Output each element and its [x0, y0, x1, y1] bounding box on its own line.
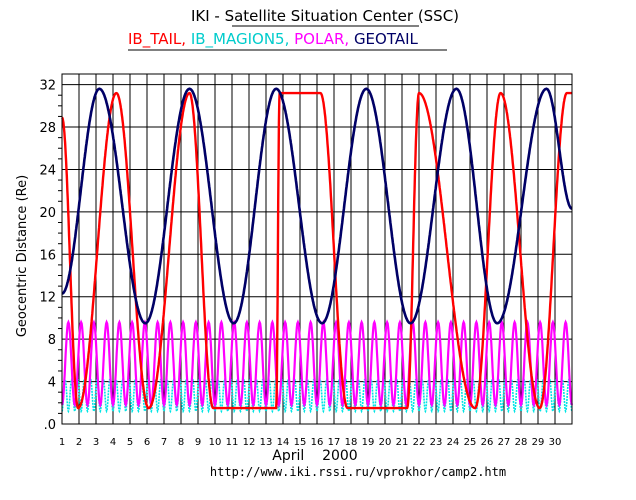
y-tick-label: 24 — [39, 163, 56, 178]
footer-url: http://www.iki.rssi.ru/vprokhor/camp2.ht… — [210, 465, 506, 479]
y-axis-label: Geocentric Distance (Re) — [15, 175, 30, 337]
x-tick-label: 25 — [464, 437, 477, 448]
plot-frame — [61, 73, 573, 425]
y-tick-label: 28 — [39, 121, 56, 136]
x-tick-label: 26 — [481, 437, 494, 448]
x-tick-label: 9 — [195, 437, 201, 448]
x-tick-label: 30 — [549, 437, 562, 448]
legend-ib-tail: IB_TAIL — [128, 30, 182, 49]
series-geotail — [61, 87, 573, 325]
x-tick-label: 18 — [345, 437, 358, 448]
x-tick-label: 3 — [93, 437, 99, 448]
x-tick-label: 15 — [294, 437, 307, 448]
legend-ib-magion5: IB_MAGION5 — [191, 30, 285, 49]
x-tick-label: 6 — [144, 437, 150, 448]
x-tick-label: 10 — [209, 437, 222, 448]
x-tick-label: 13 — [260, 437, 273, 448]
y-tick-label: 8 — [48, 333, 56, 348]
series-ib-magion5 — [61, 377, 573, 414]
x-tick-label: 17 — [328, 437, 341, 448]
legend-geotail: GEOTAIL — [354, 30, 419, 48]
y-tick-label: 20 — [39, 206, 56, 221]
x-tick-label: 23 — [430, 437, 443, 448]
x-tick-label: 7 — [161, 437, 167, 448]
y-tick-label: 16 — [39, 248, 56, 263]
x-tick-label: 2 — [76, 437, 82, 448]
chart-title: IKI - Satellite Situation Center (SSC) — [191, 7, 459, 25]
x-tick-label: 20 — [379, 437, 392, 448]
x-tick-label: 28 — [515, 437, 528, 448]
x-tick-label: 8 — [178, 437, 184, 448]
x-tick-label: 19 — [362, 437, 375, 448]
x-tick-label: 5 — [127, 437, 133, 448]
x-tick-label: 27 — [498, 437, 511, 448]
y-tick-label: 12 — [39, 291, 56, 306]
y-tick-label: 4 — [48, 376, 56, 391]
x-tick-label: 24 — [447, 437, 460, 448]
x-axis-label: April 2000 — [272, 448, 357, 464]
x-tick-label: 29 — [532, 437, 545, 448]
x-tick-label: 4 — [110, 437, 116, 448]
x-tick-label: 12 — [243, 437, 256, 448]
series-polar — [60, 319, 574, 409]
x-tick-label: 21 — [396, 437, 409, 448]
x-tick-label: 1 — [59, 437, 65, 448]
legend: IB_TAIL, IB_MAGION5, POLAR, GEOTAIL — [128, 30, 419, 49]
y-tick-label: .0 — [44, 418, 56, 433]
axes: 1 2 3 4 5 6 7 8 9 10 11 12 13 14 15 16 17 18 19 20 21 22 23 24 2… — [39, 73, 573, 448]
x-tick-label: 14 — [277, 437, 290, 448]
y-tick-label: 32 — [39, 79, 56, 94]
series-layer — [60, 87, 574, 414]
x-tick-label: 22 — [413, 437, 426, 448]
x-tick-label: 16 — [311, 437, 324, 448]
x-tick-label: 11 — [226, 437, 239, 448]
series-ib-tail — [61, 91, 572, 410]
legend-polar: POLAR — [294, 30, 344, 48]
